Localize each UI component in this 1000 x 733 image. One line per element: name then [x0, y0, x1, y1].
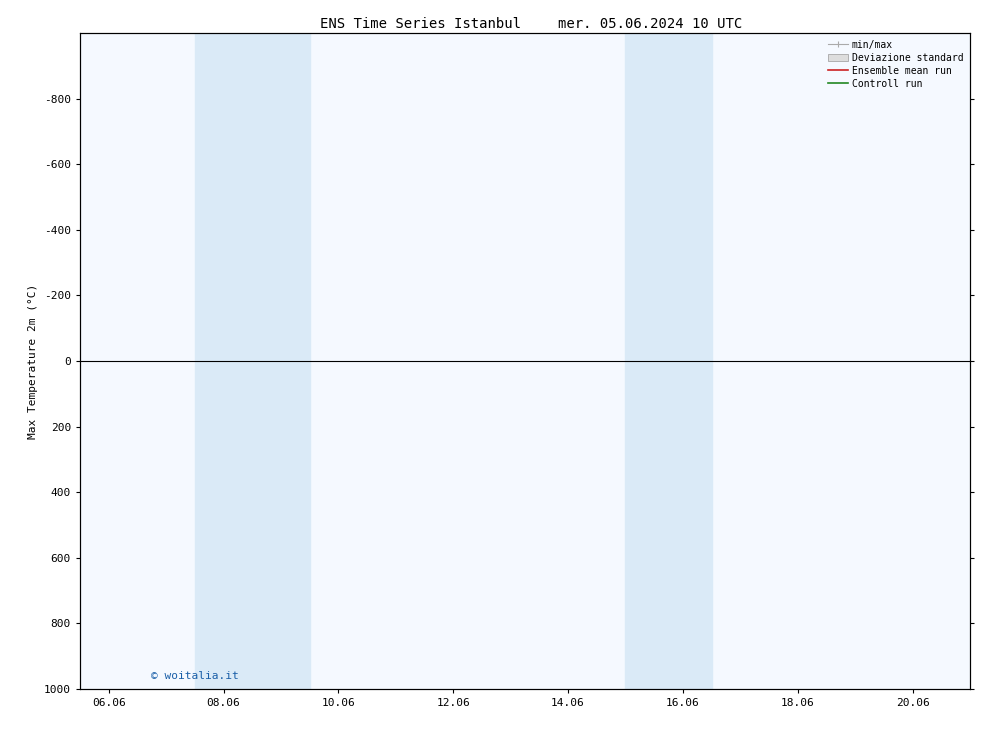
Text: © woitalia.it: © woitalia.it [151, 671, 239, 681]
Bar [625, 33, 712, 689]
Legend: min/max, Deviazione standard, Ensemble mean run, Controll run: min/max, Deviazione standard, Ensemble m… [826, 38, 965, 90]
Text: ENS Time Series Istanbul: ENS Time Series Istanbul [320, 17, 520, 31]
Y-axis label: Max Temperature 2m (°C): Max Temperature 2m (°C) [28, 284, 38, 438]
Bar [195, 33, 310, 689]
Text: mer. 05.06.2024 10 UTC: mer. 05.06.2024 10 UTC [558, 17, 742, 31]
